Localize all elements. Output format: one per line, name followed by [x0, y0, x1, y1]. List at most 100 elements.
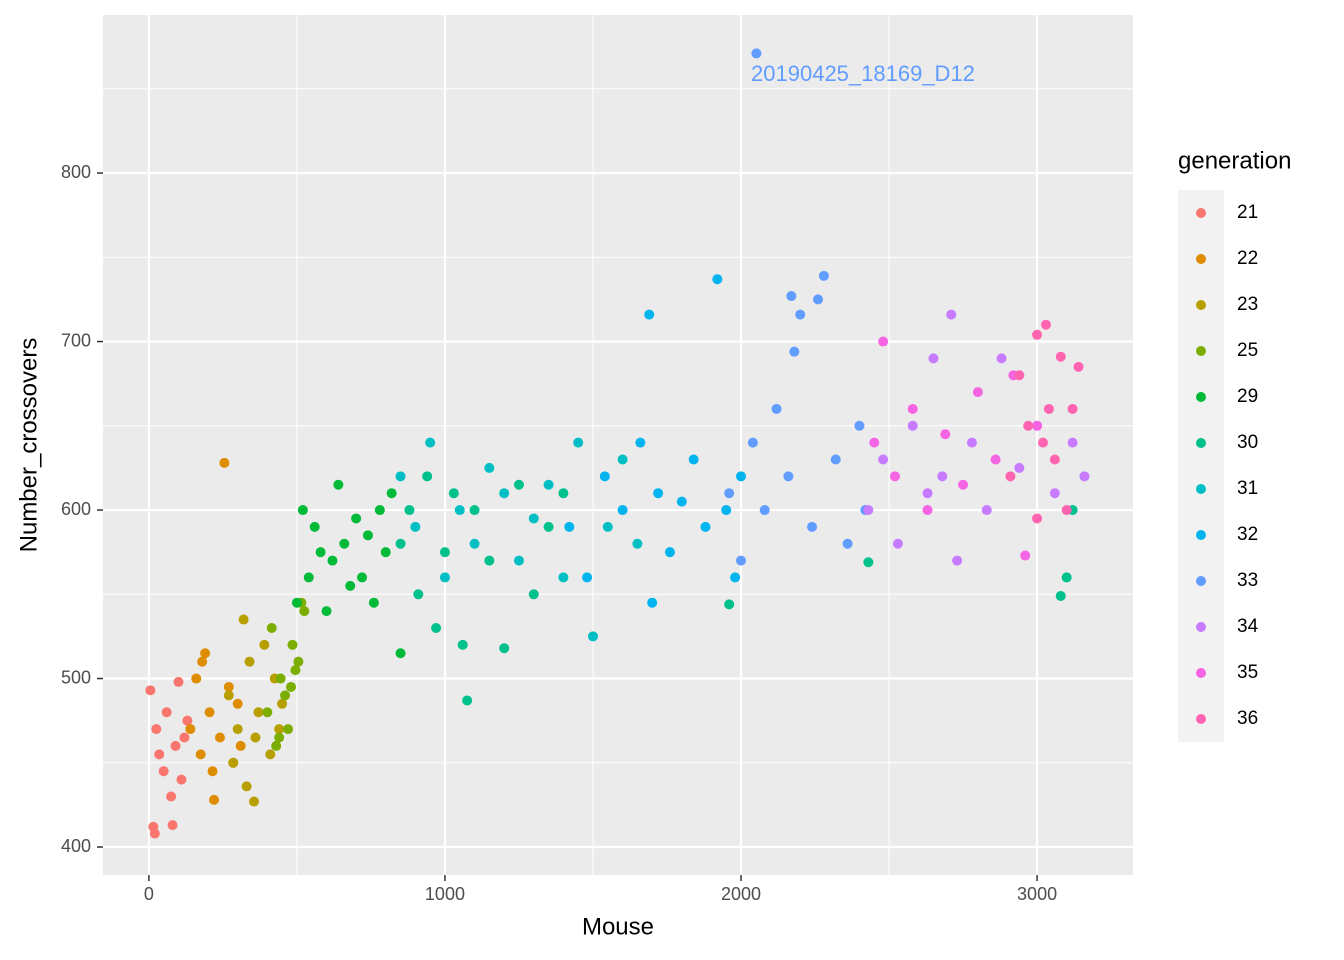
- point: [1032, 513, 1043, 524]
- point: [966, 437, 977, 448]
- point: [274, 724, 285, 735]
- legend-key: [1196, 438, 1206, 448]
- point: [395, 471, 406, 482]
- point: [1061, 505, 1072, 516]
- point: [863, 505, 874, 516]
- point: [232, 698, 243, 709]
- point: [223, 690, 234, 701]
- point: [333, 479, 344, 490]
- point: [543, 521, 554, 532]
- point: [173, 676, 184, 687]
- point: [290, 665, 301, 676]
- point: [889, 471, 900, 482]
- point: [207, 766, 218, 777]
- legend-label: 36: [1237, 708, 1258, 729]
- point: [266, 622, 277, 633]
- point: [854, 420, 865, 431]
- point: [676, 496, 687, 507]
- point: [214, 732, 225, 743]
- point: [469, 505, 480, 516]
- point: [736, 555, 747, 566]
- point: [209, 794, 220, 805]
- point: [351, 513, 362, 524]
- point: [368, 597, 379, 608]
- legend-key: [1196, 530, 1206, 540]
- point: [232, 724, 243, 735]
- legend-label: 35: [1237, 662, 1258, 683]
- point: [287, 639, 298, 650]
- point: [617, 505, 628, 516]
- legend-keys-bg: [1178, 190, 1224, 742]
- legend-key: [1196, 714, 1206, 724]
- point: [996, 353, 1007, 364]
- point: [582, 572, 593, 583]
- point: [958, 479, 969, 490]
- legend-key: [1196, 254, 1206, 264]
- legend-label: 32: [1237, 524, 1258, 545]
- point: [1032, 420, 1043, 431]
- point: [730, 572, 741, 583]
- point: [564, 521, 575, 532]
- point: [219, 457, 230, 468]
- point: [922, 505, 933, 516]
- point: [191, 673, 202, 684]
- point: [842, 538, 853, 549]
- point: [362, 530, 373, 541]
- point: [283, 724, 294, 735]
- point: [724, 488, 735, 499]
- point: [528, 513, 539, 524]
- point: [573, 437, 584, 448]
- point: [410, 521, 421, 532]
- point: [386, 488, 397, 499]
- point: [602, 521, 613, 532]
- point: [907, 403, 918, 414]
- point: [223, 681, 234, 692]
- legend-title: generation: [1178, 147, 1291, 174]
- point: [315, 547, 326, 558]
- point: [721, 505, 732, 516]
- point: [795, 309, 806, 320]
- legend-label: 30: [1237, 432, 1258, 453]
- point: [469, 538, 480, 549]
- point: [238, 614, 249, 625]
- x-tick-label: 1000: [425, 884, 465, 904]
- point: [789, 346, 800, 357]
- point: [431, 622, 442, 633]
- point: [1067, 403, 1078, 414]
- point: [771, 403, 782, 414]
- point: [413, 589, 424, 600]
- legend-label: 34: [1237, 616, 1259, 637]
- point: [664, 547, 675, 558]
- point: [1055, 351, 1066, 362]
- point: [299, 606, 310, 617]
- point: [786, 291, 797, 302]
- point: [928, 353, 939, 364]
- point: [395, 648, 406, 659]
- point: [759, 505, 770, 516]
- point: [167, 820, 178, 831]
- legend-label: 31: [1237, 478, 1258, 499]
- point: [632, 538, 643, 549]
- legend-key: [1196, 576, 1206, 586]
- x-axis-title: Mouse: [582, 913, 654, 940]
- point: [454, 505, 465, 516]
- point: [275, 673, 286, 684]
- point: [170, 740, 181, 751]
- point: [145, 685, 156, 696]
- y-axis-title: Number_crossovers: [15, 338, 42, 553]
- legend-key: [1196, 300, 1206, 310]
- point: [228, 757, 239, 768]
- point: [940, 429, 951, 440]
- point: [158, 766, 169, 777]
- point: [425, 437, 436, 448]
- point: [176, 774, 187, 785]
- point: [747, 437, 758, 448]
- point: [462, 695, 473, 706]
- point: [1014, 462, 1025, 473]
- point: [395, 538, 406, 549]
- point: [736, 471, 747, 482]
- point: [166, 791, 177, 802]
- x-tick-label: 2000: [721, 884, 761, 904]
- legend-label: 33: [1237, 570, 1258, 591]
